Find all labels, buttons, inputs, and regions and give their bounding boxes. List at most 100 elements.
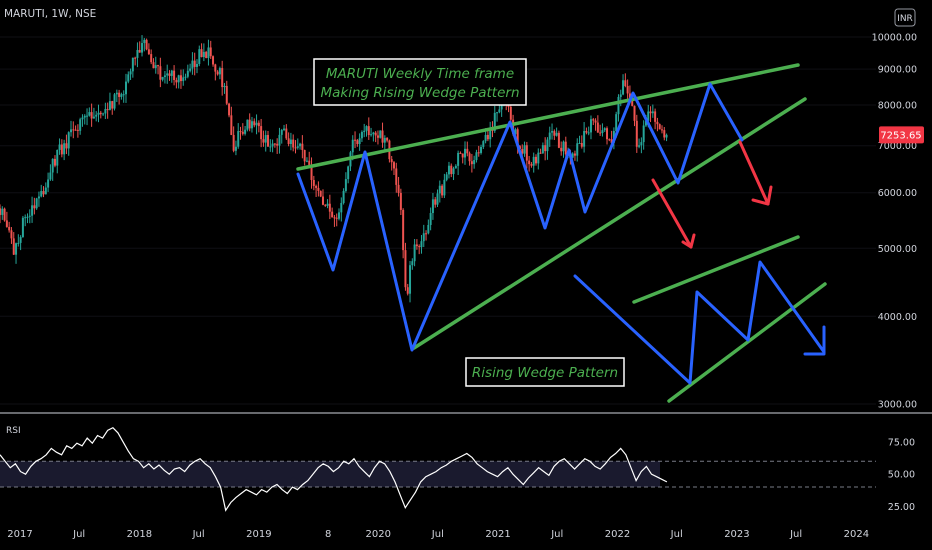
candle-body <box>429 213 432 225</box>
candle-body <box>525 145 528 161</box>
candle-body <box>365 126 368 131</box>
candle-body <box>303 150 306 162</box>
time-tick-label: 8 <box>325 529 331 540</box>
candle-body <box>152 62 155 69</box>
candle-body <box>81 117 84 120</box>
candle-body <box>415 244 418 247</box>
candle-body <box>626 86 629 94</box>
candle-body <box>420 241 423 248</box>
rsi-panel <box>0 426 876 512</box>
candle-body <box>438 185 441 194</box>
candle-body <box>413 244 416 262</box>
annotation-diagram-box[interactable]: Rising Wedge Pattern <box>465 357 625 387</box>
candle-body <box>257 122 260 127</box>
price-tick-label: 8000.00 <box>878 101 917 112</box>
candle-body <box>360 132 363 139</box>
annotation-main-box[interactable]: MARUTI Weekly Time frame Making Rising W… <box>313 58 527 106</box>
candle-body <box>237 131 240 147</box>
time-tick-label: Jul <box>192 529 205 540</box>
candle-body <box>642 125 645 143</box>
candle-body <box>592 119 595 121</box>
candle-body <box>358 138 361 145</box>
candle-body <box>3 208 6 221</box>
candle-body <box>427 224 430 234</box>
candle-body <box>587 132 590 134</box>
candle-body <box>143 39 146 44</box>
currency-label: INR <box>897 14 913 24</box>
candle-body <box>138 50 141 53</box>
candle-body <box>363 130 366 133</box>
candle-body <box>12 238 15 255</box>
candle-body <box>500 102 503 110</box>
rsi-band <box>0 461 660 488</box>
candle-body <box>289 139 292 144</box>
candle-body <box>635 120 638 147</box>
time-tick-label: Jul <box>670 529 683 540</box>
time-tick-label: 2017 <box>7 529 32 540</box>
candle-body <box>537 152 540 164</box>
candle-body <box>452 168 455 175</box>
candle-body <box>296 146 299 148</box>
candle-body <box>557 132 560 148</box>
candle-body <box>589 119 592 133</box>
candle-body <box>535 156 538 164</box>
candle-body <box>541 145 544 154</box>
candle-body <box>92 116 95 119</box>
candle-body <box>95 114 98 117</box>
projection-arrow-1-head <box>681 233 696 249</box>
candle-body <box>168 73 171 76</box>
candle-body <box>663 130 666 138</box>
candle-body <box>331 211 334 218</box>
time-axis[interactable]: 2017 Jul 2018 Jul 2019 8 2020 Jul 2021 Jul 2022 Jul… <box>7 529 869 540</box>
candle-body <box>338 212 341 219</box>
candle-body <box>475 152 478 161</box>
candle-body <box>486 134 489 140</box>
annotation-diagram-label: Rising Wedge Pattern <box>472 365 618 381</box>
candle-body <box>58 144 61 150</box>
candle-body <box>310 165 313 180</box>
candle-body <box>463 148 466 158</box>
candle-body <box>532 156 535 166</box>
candle-body <box>610 139 613 143</box>
candle-body <box>617 96 620 115</box>
candle-body <box>308 160 311 166</box>
candle-body <box>425 233 428 235</box>
price-axis[interactable]: 3000.00 4000.00 5000.00 6000.00 7000.00 8000.… <box>872 33 917 411</box>
candle-body <box>67 132 70 149</box>
candle-body <box>654 111 657 122</box>
candle-body <box>115 92 118 95</box>
rsi-axis[interactable]: 25.00 50.00 75.00 <box>888 437 915 512</box>
candle-body <box>370 134 373 136</box>
candle-body <box>411 261 414 266</box>
candle-body <box>122 94 125 96</box>
candle-body <box>124 81 127 95</box>
candle-body <box>292 139 295 148</box>
currency-badge[interactable]: INR <box>894 8 916 27</box>
candle-body <box>457 152 460 166</box>
candle-body <box>431 199 434 214</box>
rsi-tick-label: 25.00 <box>888 502 915 513</box>
candle-body <box>633 105 636 121</box>
candle-body <box>216 71 219 75</box>
candle-body <box>628 93 631 98</box>
candle-body <box>461 153 464 158</box>
candle-body <box>335 217 338 219</box>
candle-body <box>145 39 148 50</box>
candle-body <box>326 203 329 206</box>
candle-body <box>301 143 304 151</box>
candle-body <box>49 172 52 180</box>
candle-body <box>47 179 50 188</box>
candle-body <box>230 115 233 135</box>
candle-body <box>390 159 393 163</box>
candle-body <box>157 65 160 67</box>
diagram-arrowhead <box>803 325 826 356</box>
candle-body <box>397 184 400 193</box>
candle-body <box>484 134 487 142</box>
price-tick-label: 6000.00 <box>878 188 917 199</box>
projection-arrow-2 <box>738 140 770 206</box>
candle-body <box>660 129 663 131</box>
candle-body <box>443 179 446 196</box>
candle-body <box>159 66 162 80</box>
